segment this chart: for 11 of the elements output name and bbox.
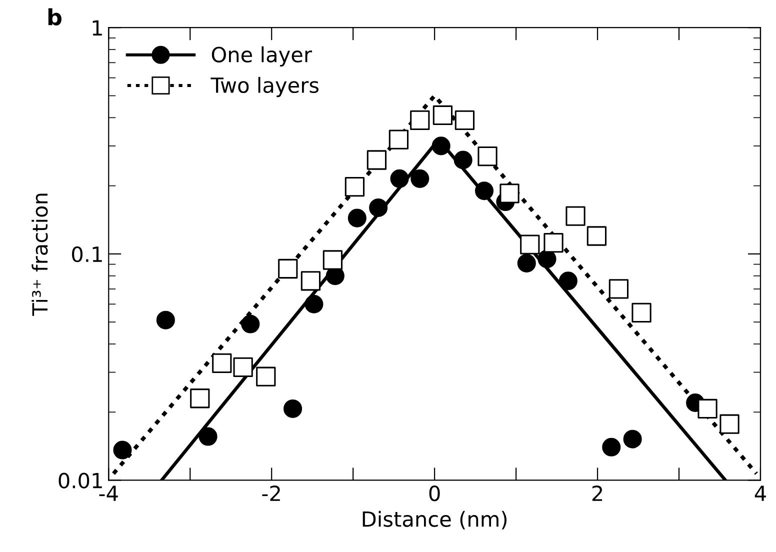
y-tick-label: 0.1: [72, 246, 102, 262]
x-tick-label: 4: [754, 486, 766, 501]
text: b: [48, 8, 62, 26]
y-axis-title: Ti³⁺ fraction: [32, 194, 48, 316]
x-tick-label: 0: [429, 485, 440, 502]
x-tick-label: -2: [262, 485, 280, 501]
x-axis-title: Distance (nm): [362, 510, 507, 530]
legend-label: Two layers: [210, 76, 319, 98]
x-tick-label: 2: [592, 485, 602, 501]
y-tick-label: 1: [92, 20, 102, 36]
legend-label: One layer: [212, 46, 312, 67]
